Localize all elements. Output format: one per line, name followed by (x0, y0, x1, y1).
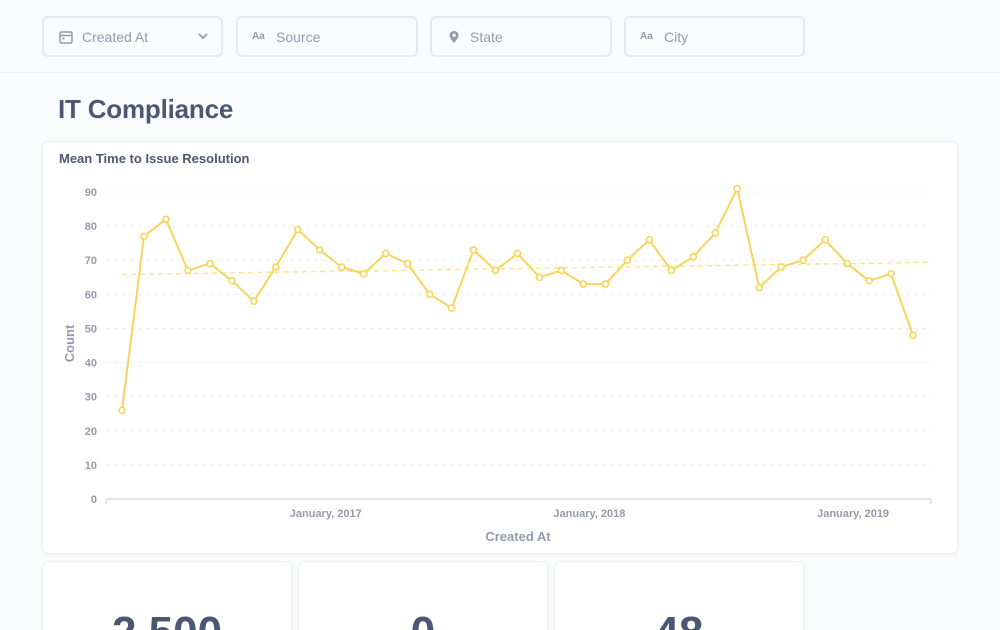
page-title: IT Compliance (58, 94, 234, 124)
filter-bar: Created At Aa Source State Aa City (0, 0, 1000, 73)
y-axis-title: Count (62, 324, 77, 362)
data-point (623, 256, 632, 265)
y-tick-label: 10 (85, 460, 97, 472)
data-point (557, 266, 566, 275)
data-point (293, 225, 302, 234)
data-point (909, 331, 917, 340)
data-point (381, 249, 390, 258)
filter-city[interactable]: Aa City (624, 16, 805, 57)
data-point (535, 273, 544, 282)
y-tick-label: 50 (85, 323, 97, 335)
y-tick-label: 70 (85, 255, 97, 267)
data-point (733, 184, 742, 193)
data-point (755, 283, 763, 292)
y-tick-label: 0 (91, 494, 97, 506)
data-point (162, 215, 170, 224)
data-point (228, 276, 236, 285)
data-point (513, 249, 522, 258)
data-point (689, 253, 698, 261)
y-tick-label: 40 (85, 358, 97, 370)
data-point (843, 259, 851, 268)
filter-label: City (664, 28, 689, 45)
data-point (601, 280, 610, 288)
x-tick-label: January, 2017 (290, 508, 362, 520)
kpi-value: 0 (299, 608, 547, 630)
data-point (425, 290, 434, 299)
kpi-card[interactable]: 48 (554, 561, 804, 630)
kpi-card[interactable]: 0 (298, 561, 548, 630)
data-point (711, 229, 720, 237)
text-aa-icon: Aa (252, 31, 265, 42)
data-point (184, 266, 192, 275)
data-point (272, 263, 280, 271)
data-point (491, 266, 500, 275)
data-point (667, 266, 676, 275)
data-point (140, 232, 148, 241)
data-point (403, 259, 412, 268)
kpi-value: 48 (555, 608, 803, 630)
y-tick-label: 60 (85, 289, 97, 301)
kpi-value: 2,500 (43, 608, 291, 630)
filter-label: Created At (82, 28, 149, 45)
data-point (118, 406, 126, 415)
y-tick-label: 30 (85, 392, 97, 404)
y-tick-label: 80 (85, 221, 97, 233)
chevron-down-icon[interactable] (197, 29, 209, 45)
y-tick-label: 90 (85, 187, 97, 199)
data-point (250, 297, 258, 305)
chart-card[interactable]: Mean Time to Issue Resolution 0 10 20 30 40 5… (42, 141, 958, 554)
chart-title[interactable]: Mean Time to Issue Resolution (59, 151, 250, 166)
filter-label: Source (276, 28, 321, 45)
x-axis-title: Created At (485, 529, 551, 544)
series-line (121, 187, 914, 411)
calendar-icon (58, 29, 74, 45)
data-point (359, 270, 368, 278)
data-point (777, 263, 785, 271)
filter-label: State (470, 28, 503, 45)
text-aa-icon: Aa (640, 31, 653, 42)
x-tick-label: January, 2018 (553, 508, 625, 520)
line-chart: 0 10 20 30 40 50 60 70 80 90 January, 2017 January,… (62, 184, 932, 544)
data-point (315, 246, 324, 254)
data-point (579, 280, 588, 288)
y-tick-label: 20 (85, 426, 97, 438)
filter-created-at[interactable]: Created At (42, 16, 223, 57)
data-point (206, 259, 214, 268)
data-point (337, 263, 346, 271)
data-point (821, 235, 829, 244)
data-point (865, 276, 873, 285)
location-pin-icon (446, 29, 462, 45)
data-point (887, 270, 895, 278)
data-point (799, 256, 807, 265)
kpi-card[interactable]: 2,500 (42, 561, 292, 630)
data-point (469, 246, 478, 254)
data-point (447, 304, 456, 312)
x-tick-label: January, 2019 (817, 508, 889, 520)
data-point (645, 235, 654, 244)
filter-state[interactable]: State (430, 16, 612, 57)
filter-source[interactable]: Aa Source (236, 16, 418, 57)
